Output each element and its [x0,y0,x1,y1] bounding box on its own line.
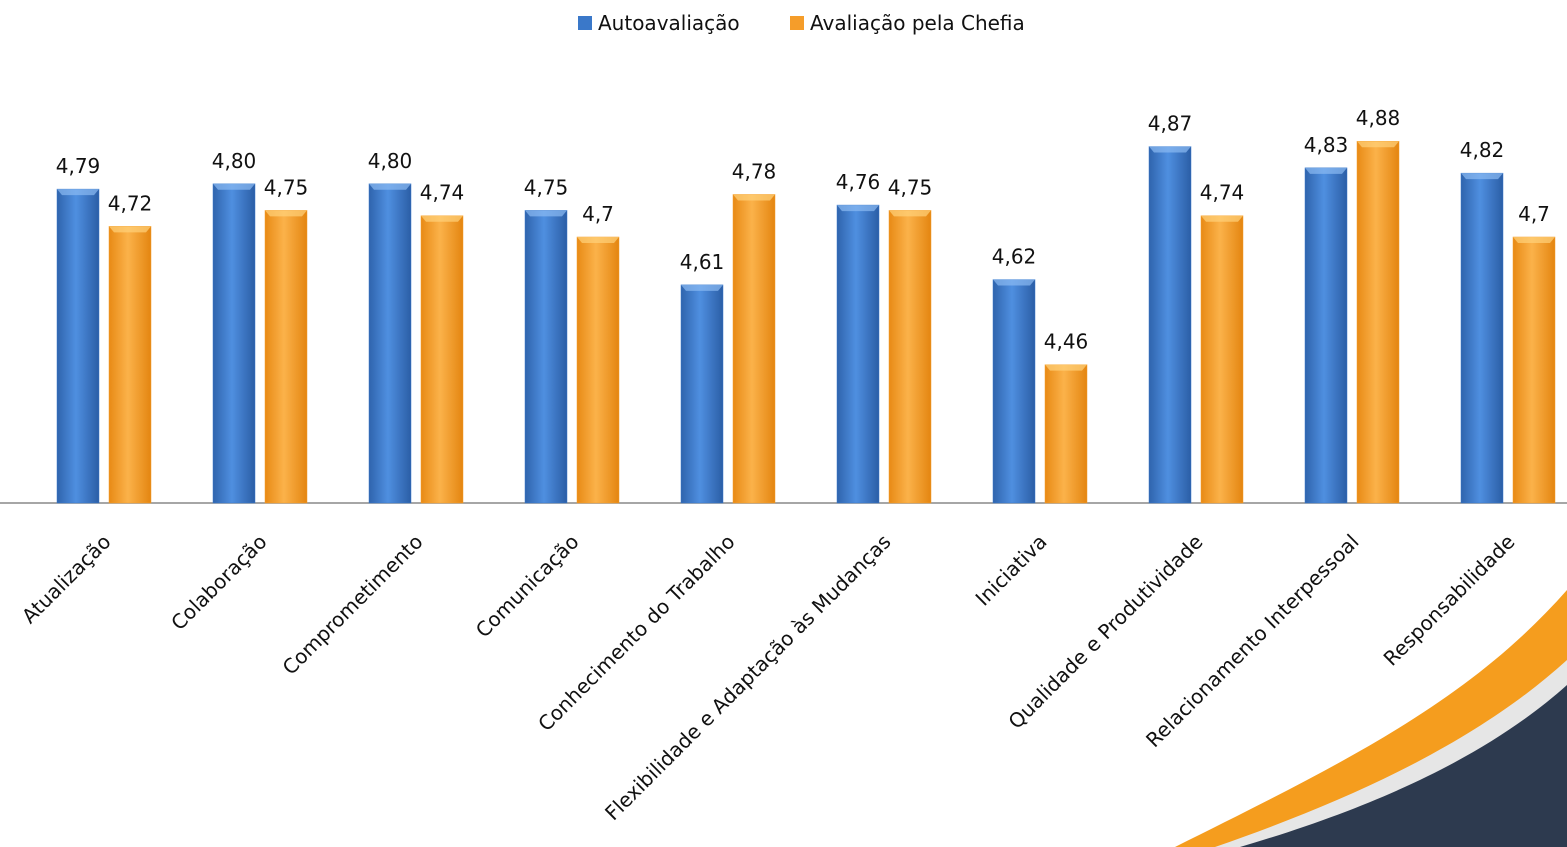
x-tick-label: Iniciativa [971,530,1052,611]
data-label: 4,82 [1460,138,1505,162]
legend-label: Autoavaliação [598,11,740,35]
bar-cap [1305,167,1347,174]
data-label: 4,75 [888,175,933,199]
bar [368,183,412,504]
decoration [1175,590,1567,847]
data-label: 4,87 [1148,112,1193,136]
data-label: 4,88 [1356,106,1401,130]
bar [524,210,568,504]
bar-cap [1461,173,1503,180]
bar-cap [525,210,567,217]
data-label: 4,46 [1044,330,1089,354]
bar [264,210,308,504]
bar [836,204,880,504]
data-label: 4,80 [368,149,413,173]
bar [56,188,100,504]
bar [1356,140,1400,504]
bar-cap [213,183,255,190]
bar [680,284,724,504]
bar [1148,146,1192,504]
bar [732,194,776,504]
data-label: 4,80 [212,149,257,173]
x-tick-label: Flexibilidade e Adaptação às Mudanças [600,530,896,826]
bar-cap [57,189,99,196]
bar [1512,236,1556,504]
bar [420,215,464,504]
data-label: 4,75 [264,175,309,199]
bar-cap [1045,364,1087,371]
data-label: 4,7 [582,202,614,226]
legend-label: Avaliação pela Chefia [810,11,1025,35]
bar-cap [837,205,879,212]
bar [1460,172,1504,504]
bar-cap [993,279,1035,286]
bar-cap [421,215,463,222]
x-tick-label: Colaboração [166,530,271,635]
data-label: 4,79 [56,154,101,178]
data-label: 4,74 [420,181,465,205]
bar [992,279,1036,504]
bar-cap [369,183,411,190]
bar-cap [577,237,619,243]
x-tick-label: Atualização [17,530,116,629]
bar-cap [1201,215,1243,222]
x-tick-label: Comprometimento [278,530,428,680]
bar-cap [1149,146,1191,153]
legend-swatch [790,16,804,30]
bar-cap [889,210,931,217]
bar [576,236,620,504]
data-label: 4,83 [1304,133,1349,157]
data-label: 4,62 [992,245,1037,269]
bar-cap [109,226,151,233]
bar-cap [1513,237,1555,243]
x-tick-label: Responsabilidade [1379,530,1520,671]
bar [1304,167,1348,504]
data-label: 4,75 [524,175,569,199]
data-label: 4,7 [1518,202,1550,226]
x-tick-label: Comunicação [471,530,584,643]
bar [212,183,256,504]
data-label: 4,61 [680,250,725,274]
data-label: 4,72 [108,191,153,215]
data-label: 4,76 [836,170,881,194]
bar-cap [733,194,775,201]
bar-cap [681,284,723,291]
bar [1044,364,1088,504]
data-label: 4,74 [1200,181,1245,205]
legend-swatch [578,16,592,30]
data-label: 4,78 [732,159,777,183]
bar [108,226,152,504]
bar [1200,215,1244,504]
bar [888,210,932,504]
bar-cap [265,210,307,217]
bar-cap [1357,141,1399,148]
